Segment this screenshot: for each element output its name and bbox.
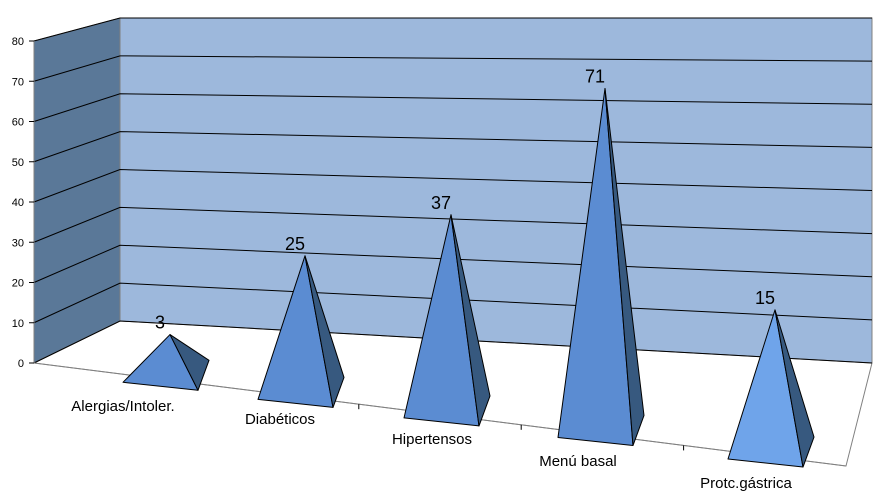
data-label: 15 xyxy=(755,288,775,308)
y-tick-label: 0 xyxy=(18,358,24,370)
y-tick-label: 20 xyxy=(12,278,24,290)
category-label: Diabéticos xyxy=(245,411,315,428)
y-tick-label: 10 xyxy=(12,318,24,330)
gridline xyxy=(33,131,873,163)
pyramid-side-face xyxy=(450,214,491,427)
side-wall xyxy=(33,17,121,364)
gridline xyxy=(33,168,873,203)
pyramids xyxy=(122,87,815,468)
data-labels: 3 25 37 71 15 xyxy=(155,66,775,332)
pyramid-side-face xyxy=(304,255,345,408)
category-labels: Alergias/Intoler. Diabéticos Hipertensos Me… xyxy=(71,398,792,491)
y-axis-ticks: 0 10 20 30 40 50 60 70 80 xyxy=(12,36,34,370)
y-tick-label: 70 xyxy=(12,76,24,88)
y-tick-label: 80 xyxy=(12,36,24,48)
gridline xyxy=(33,93,873,122)
category-label: Hipertensos xyxy=(392,431,472,448)
category-label: Menú basal xyxy=(539,453,617,470)
gridline xyxy=(33,17,872,42)
pyramid-side-face xyxy=(604,87,645,446)
data-label: 71 xyxy=(585,66,605,86)
pyramid-side-face xyxy=(169,334,210,391)
data-label: 37 xyxy=(431,193,451,213)
back-wall xyxy=(119,17,873,364)
y-tick-label: 30 xyxy=(12,237,24,249)
y-tick-label: 50 xyxy=(12,157,24,169)
y-tick-label: 60 xyxy=(12,117,24,129)
y-tick-label: 40 xyxy=(12,197,24,209)
pyramid-side-face xyxy=(774,309,815,468)
data-label: 3 xyxy=(155,313,165,333)
gridline xyxy=(33,55,873,82)
data-label: 25 xyxy=(285,234,305,254)
category-label: Alergias/Intoler. xyxy=(71,398,174,415)
category-label: Protc.gástrica xyxy=(700,475,792,491)
